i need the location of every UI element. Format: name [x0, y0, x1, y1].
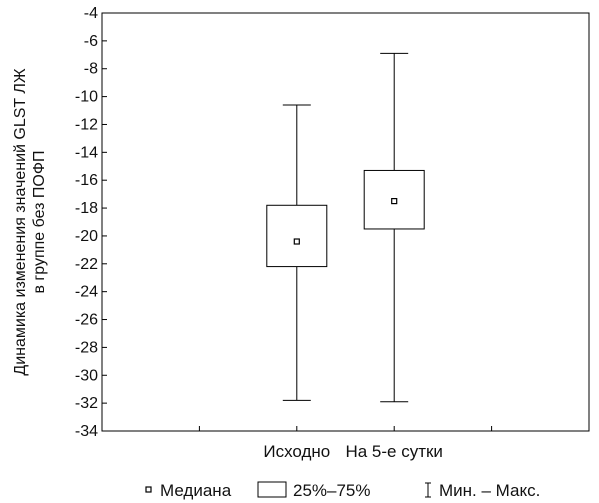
y-tick-label: -8 [84, 61, 98, 78]
plot-area-frame [101, 12, 590, 432]
y-axis-ticks: -4 -6 -8 -10 -12 -14 -16 -18 -20 -22 -24 -26 -28 -30 -… [75, 5, 107, 440]
y-tick-label: -26 [75, 312, 98, 329]
median-marker [293, 238, 300, 245]
y-tick-label: -32 [75, 395, 98, 412]
legend-label-box: 25%–75% [293, 481, 371, 500]
y-axis-label-line-2: в группе без ПОФП [31, 150, 48, 293]
legend-label-whisker: Мин. – Макс. [439, 481, 540, 500]
y-tick-label: -28 [75, 339, 98, 356]
iqr-box [266, 204, 328, 268]
box-series [266, 52, 425, 403]
y-tick-label: -20 [75, 228, 98, 245]
y-tick-label: -16 [75, 172, 98, 189]
y-tick-label: -6 [84, 33, 98, 50]
y-axis-label-line-1: Динамика изменения значений GLST ЛЖ [12, 68, 29, 375]
x-axis-ticks: Исходно На 5-е сутки [198, 426, 493, 461]
y-tick-label: -18 [75, 200, 98, 217]
x-tick-label: На 5-е сутки [345, 442, 442, 461]
y-tick-label: -12 [75, 116, 98, 133]
legend-median-marker [145, 486, 152, 493]
y-tick-label: -30 [75, 367, 98, 384]
y-tick-label: -34 [75, 423, 98, 440]
legend-label-median: Медиана [160, 481, 232, 500]
legend-box-swatch [257, 481, 287, 498]
y-axis-label: Динамика изменения значений GLST ЛЖ в гр… [12, 68, 48, 375]
legend: Медиана 25%–75% Мин. – Макс. [145, 481, 540, 500]
legend-whisker-symbol [425, 482, 431, 498]
median-marker [391, 198, 398, 205]
y-tick-label: -14 [75, 144, 98, 161]
y-tick-label: -22 [75, 256, 98, 273]
y-tick-label: -10 [75, 89, 98, 106]
y-tick-label: -4 [84, 5, 98, 22]
x-tick-label: Исходно [263, 442, 330, 461]
box-2 [363, 52, 425, 403]
box-1 [266, 104, 328, 401]
y-tick-label: -24 [75, 284, 98, 301]
